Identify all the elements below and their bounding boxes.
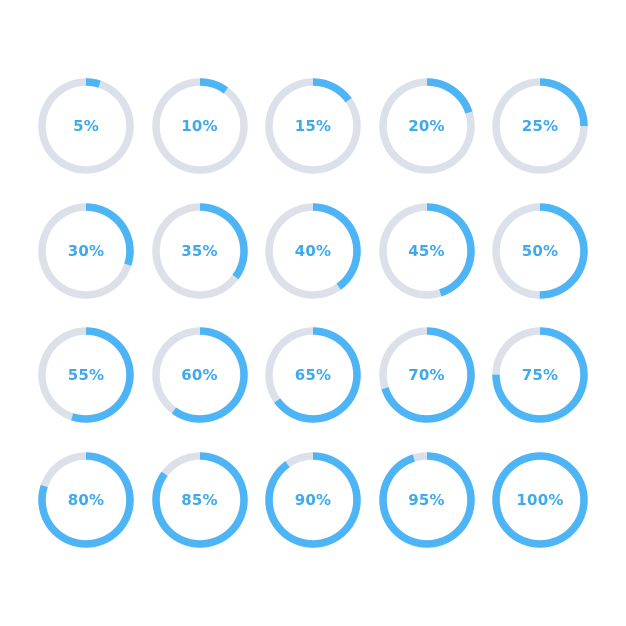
progress-ring-label: 45% [408, 241, 445, 260]
progress-ring-fill [265, 202, 361, 299]
progress-ring-label: 5% [73, 117, 99, 135]
progress-ring-fill [151, 451, 248, 548]
progress-ring-label: 30% [67, 241, 105, 260]
progress-ring: 25% [490, 76, 590, 176]
progress-ring-label: 60% [181, 366, 218, 384]
progress-ring-fill [265, 78, 361, 174]
progress-ring-fill [378, 202, 475, 299]
progress-ring-fill [378, 451, 475, 548]
progress-ring-fill [265, 327, 361, 423]
progress-ring-label: 55% [67, 366, 105, 384]
progress-ring: 20% [377, 76, 477, 176]
progress-ring: 15% [263, 76, 363, 176]
progress-ring-fill [151, 202, 248, 299]
progress-ring: 35% [150, 201, 250, 301]
progress-ring-graphic [492, 78, 588, 174]
progress-ring-label: 15% [294, 117, 332, 135]
progress-ring: 10% [150, 76, 250, 176]
progress-ring: 85% [150, 450, 250, 550]
progress-ring-graphic [265, 451, 361, 548]
progress-ring-label: 85% [181, 490, 218, 509]
progress-ring-fill [265, 451, 361, 548]
progress-ring-graphic [492, 327, 588, 423]
progress-ring: 80% [36, 450, 136, 550]
progress-ring-graphic [492, 202, 588, 299]
progress-ring-graphic [265, 78, 361, 174]
progress-ring-label: 10% [181, 117, 218, 135]
progress-ring-fill [151, 78, 248, 174]
progress-ring-label: 25% [521, 117, 559, 135]
progress-ring-graphic [378, 327, 475, 423]
progress-ring: 65% [263, 325, 363, 425]
progress-ring: 40% [263, 201, 363, 301]
progress-ring-graphic [378, 451, 475, 548]
progress-ring-graphic [151, 202, 248, 299]
progress-ring-fill [492, 451, 588, 548]
progress-ring-graphic [38, 451, 134, 548]
progress-ring-graphic [265, 202, 361, 299]
progress-ring-label: 80% [67, 490, 105, 509]
progress-ring-label: 40% [294, 241, 332, 260]
progress-ring: 90% [263, 450, 363, 550]
progress-ring-label: 35% [181, 241, 218, 260]
progress-ring-graphic [38, 202, 134, 299]
progress-ring-graphic [492, 451, 588, 548]
progress-ring-fill [492, 202, 588, 299]
progress-ring-label: 100% [516, 490, 564, 509]
progress-ring-label: 70% [408, 366, 445, 384]
progress-ring: 100% [490, 450, 590, 550]
progress-ring-label: 50% [521, 241, 559, 260]
progress-ring-graphic [151, 327, 248, 423]
progress-ring-fill [38, 202, 134, 299]
progress-ring-graphic [38, 78, 134, 174]
progress-ring-graphic [265, 327, 361, 423]
progress-ring-label: 75% [521, 366, 559, 384]
progress-ring-label: 90% [294, 490, 332, 509]
progress-ring: 70% [377, 325, 477, 425]
progress-ring: 75% [490, 325, 590, 425]
progress-ring-graphic [378, 78, 475, 174]
progress-ring-fill [151, 327, 248, 423]
progress-ring-graphic [38, 327, 134, 423]
progress-ring: 60% [150, 325, 250, 425]
progress-ring-fill [378, 78, 475, 174]
progress-ring-fill [38, 78, 134, 174]
progress-ring: 45% [377, 201, 477, 301]
progress-ring-label: 20% [408, 117, 445, 135]
progress-ring-graphic [151, 78, 248, 174]
progress-ring: 95% [377, 450, 477, 550]
progress-ring-fill [38, 451, 134, 548]
progress-ring: 50% [490, 201, 590, 301]
progress-ring-fill [378, 327, 475, 423]
progress-ring-label: 95% [408, 490, 445, 509]
progress-ring-graphic [151, 451, 248, 548]
progress-ring-fill [38, 327, 134, 423]
progress-ring-fill [492, 78, 588, 174]
progress-ring: 30% [36, 201, 136, 301]
progress-ring-label: 65% [294, 366, 332, 384]
progress-ring: 5% [36, 76, 136, 176]
progress-ring-fill [492, 327, 588, 423]
progress-ring: 55% [36, 325, 136, 425]
progress-ring-graphic [378, 202, 475, 299]
